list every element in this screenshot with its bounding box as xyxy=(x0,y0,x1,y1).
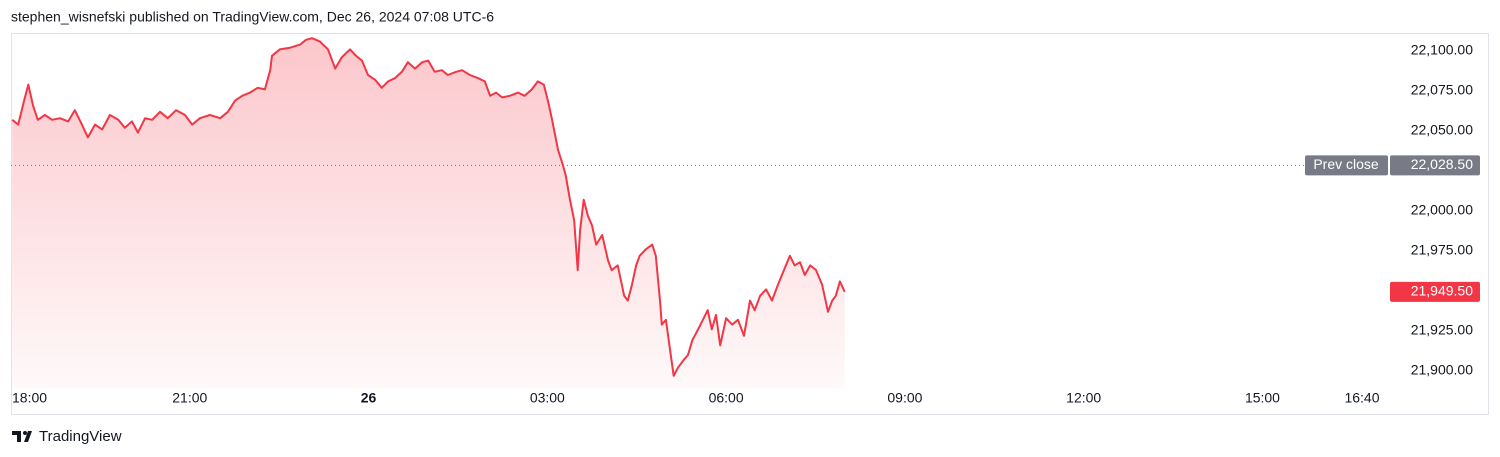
y-tick-label: 22,100.00 xyxy=(1411,42,1473,58)
x-tick-label: 16:40 xyxy=(1344,390,1379,406)
y-tick-label: 22,075.00 xyxy=(1411,82,1473,98)
x-tick-label: 06:00 xyxy=(709,390,744,406)
x-tick-label: 21:00 xyxy=(172,390,207,406)
prev-close-name: Prev close xyxy=(1313,156,1379,172)
chart-frame xyxy=(11,33,1489,415)
prev-close-value: 22,028.50 xyxy=(1411,156,1473,172)
last-price-label: 21,949.50 xyxy=(1411,283,1473,299)
x-tick-label: 09:00 xyxy=(887,390,922,406)
y-tick-label: 21,925.00 xyxy=(1411,322,1473,338)
prev-close-name-box xyxy=(1305,155,1388,176)
price-line xyxy=(11,37,846,377)
area-fill xyxy=(12,38,845,388)
brand-name: TradingView xyxy=(39,428,122,445)
header-title: stephen_wisnefski published on TradingVi… xyxy=(11,9,494,25)
brand-logo xyxy=(12,431,32,442)
x-tick-label: 12:00 xyxy=(1066,390,1101,406)
x-tick-label: 26 xyxy=(361,390,377,406)
y-tick-label: 22,050.00 xyxy=(1411,122,1473,138)
y-tick-label: 21,900.00 xyxy=(1411,362,1473,378)
x-tick-label: 03:00 xyxy=(530,390,565,406)
prev-close-value-box xyxy=(1390,155,1480,176)
last-price-box xyxy=(1390,281,1480,302)
x-tick-label: 15:00 xyxy=(1245,390,1280,406)
y-tick-label: 21,975.00 xyxy=(1411,242,1473,258)
y-tick-label: 22,000.00 xyxy=(1411,202,1473,218)
x-tick-label: 18:00 xyxy=(12,390,47,406)
